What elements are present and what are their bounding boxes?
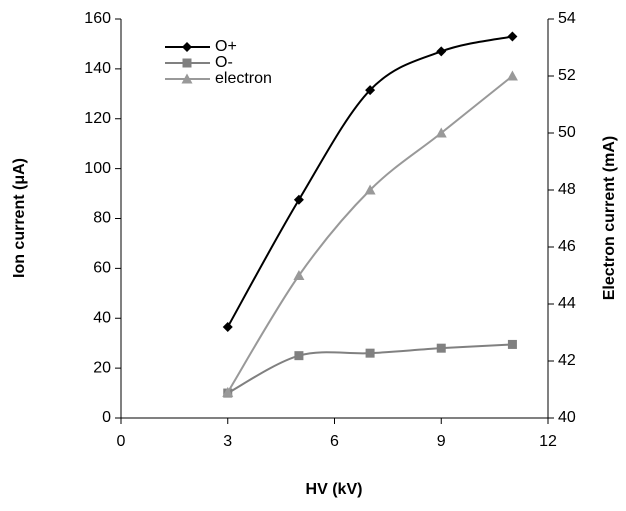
marker bbox=[435, 127, 447, 138]
marker bbox=[436, 46, 447, 57]
legend-label: electron bbox=[215, 70, 272, 87]
marker bbox=[507, 31, 518, 42]
y-tick-label: 20 bbox=[93, 359, 111, 376]
marker bbox=[182, 42, 192, 52]
marker bbox=[181, 73, 193, 84]
series-line bbox=[226, 35, 513, 328]
y2-tick-label: 44 bbox=[558, 295, 576, 312]
y2-tick-label: 50 bbox=[558, 124, 576, 141]
y2-tick-label: 40 bbox=[558, 409, 576, 426]
marker bbox=[436, 343, 446, 353]
y2-tick-label: 54 bbox=[558, 10, 576, 27]
y-tick-label: 100 bbox=[84, 160, 111, 177]
y-tick-label: 60 bbox=[93, 260, 111, 277]
y2-tick-label: 52 bbox=[558, 67, 576, 84]
marker bbox=[293, 270, 305, 280]
x-tick-label: 9 bbox=[437, 433, 446, 450]
series-line bbox=[226, 75, 514, 393]
y-tick-label: 160 bbox=[84, 10, 111, 27]
y2-tick-label: 48 bbox=[558, 181, 576, 198]
marker bbox=[222, 386, 234, 397]
y2-tick-label: 46 bbox=[558, 238, 576, 255]
marker bbox=[293, 194, 304, 205]
y-tick-label: 80 bbox=[93, 210, 111, 227]
y-axis-label: Ion current (μA) bbox=[11, 158, 28, 278]
y-tick-label: 0 bbox=[102, 409, 111, 426]
legend-label: O+ bbox=[215, 38, 237, 55]
marker bbox=[506, 70, 518, 81]
x-tick-label: 0 bbox=[117, 433, 126, 450]
x-tick-label: 12 bbox=[539, 433, 557, 450]
x-tick-label: 3 bbox=[223, 433, 232, 450]
marker bbox=[507, 339, 517, 349]
marker bbox=[222, 321, 233, 332]
marker bbox=[365, 85, 376, 96]
x-axis-label: HV (kV) bbox=[306, 481, 363, 498]
y2-tick-label: 42 bbox=[558, 352, 576, 369]
x-tick-label: 6 bbox=[330, 433, 339, 450]
marker bbox=[365, 348, 375, 358]
legend-label: O- bbox=[215, 54, 233, 71]
y-tick-label: 120 bbox=[84, 110, 111, 127]
marker bbox=[182, 58, 192, 68]
y-tick-label: 40 bbox=[93, 309, 111, 326]
y2-axis-label: Electron current (mA) bbox=[601, 136, 618, 300]
y-tick-label: 140 bbox=[84, 60, 111, 77]
marker bbox=[294, 351, 304, 361]
marker bbox=[364, 184, 376, 195]
